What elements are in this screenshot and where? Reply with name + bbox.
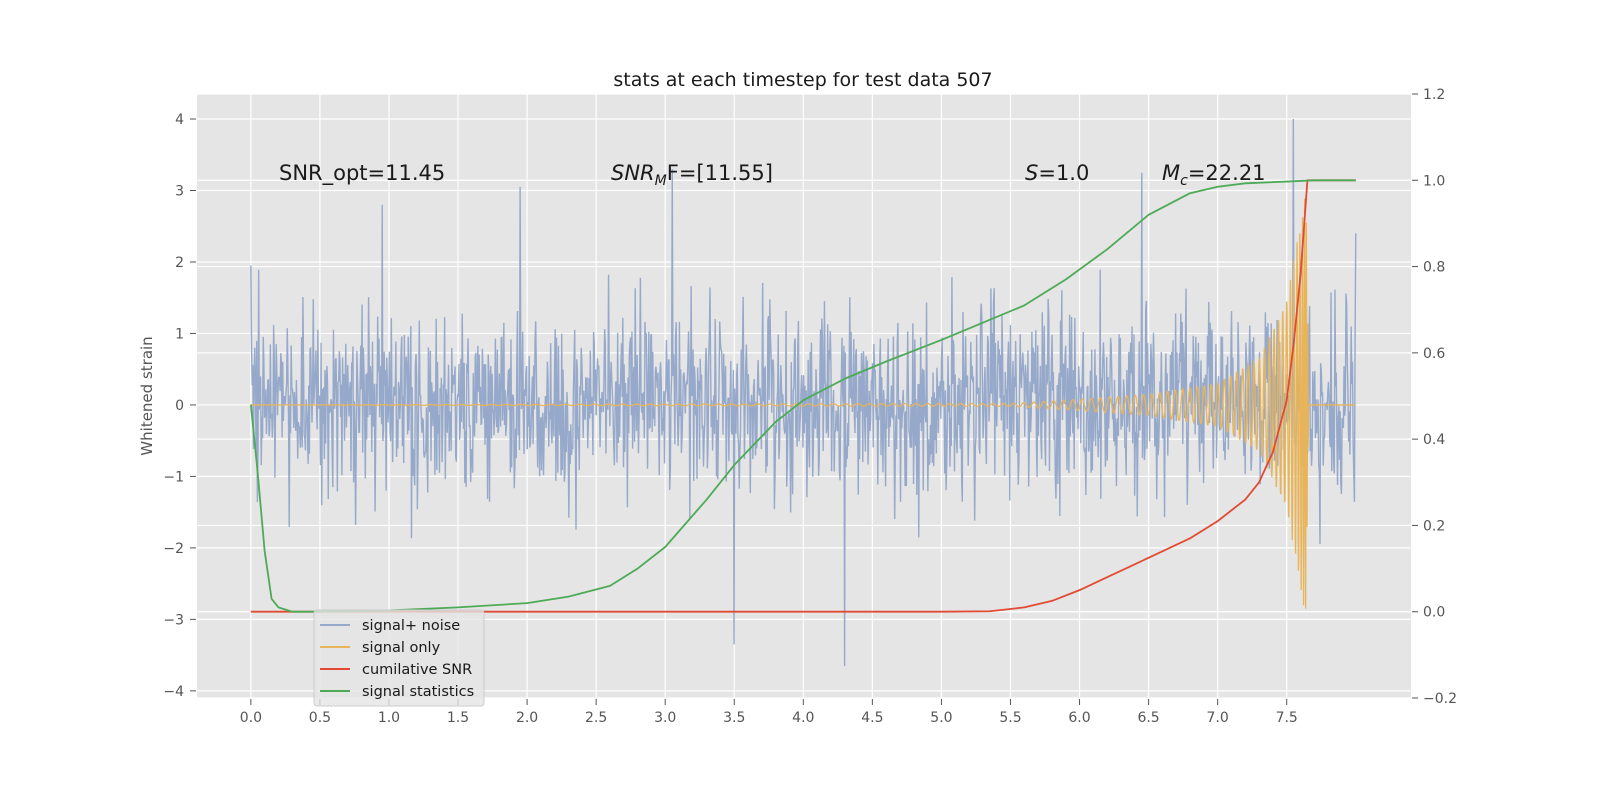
x-tick-label: 6.5 <box>1137 710 1159 726</box>
y2-tick-label: 0.0 <box>1423 605 1445 621</box>
y2-tick-label: −0.2 <box>1423 691 1457 707</box>
x-tick-label: 4.0 <box>792 710 814 726</box>
annotation-s-tail: =1.0 <box>1038 161 1089 185</box>
annotation-snr-opt: SNR_opt=11.45 <box>279 161 445 186</box>
y-axis-left: 4 3 2 1 0 −1 −2 −3 −4 <box>163 112 196 700</box>
series-lines <box>249 179 1356 613</box>
y2-tick-label: 1.0 <box>1423 173 1445 189</box>
series-signal-only <box>250 198 1356 609</box>
x-tick-label: 0.5 <box>309 710 331 726</box>
annotation-snr-mf-main: SNR <box>611 161 655 185</box>
annotation-mc: Mc=22.21 <box>1162 161 1266 189</box>
x-tick-label: 7.0 <box>1207 710 1229 726</box>
y-tick-label: 2 <box>175 255 184 271</box>
y-axis-label: Whitened strain <box>138 336 156 455</box>
x-tick-label: 1.5 <box>447 710 469 726</box>
annotation-mc-sub: c <box>1180 173 1188 189</box>
y-axis-right: 1.2 1.0 0.8 0.6 0.4 0.2 0.0 −0.2 <box>1412 87 1457 707</box>
legend-label: cumilative SNR <box>362 662 472 678</box>
y-tick-label: −3 <box>163 612 184 628</box>
annotation-s-main: S <box>1025 161 1038 185</box>
y-tick-label: −2 <box>163 541 184 557</box>
y2-tick-label: 0.8 <box>1423 260 1445 276</box>
y-tick-label: −1 <box>163 469 184 485</box>
legend-box <box>313 609 485 707</box>
signal-noise-line <box>250 119 1357 666</box>
cumulative-snr-line <box>250 179 1356 613</box>
annotations: SNR_opt=11.45 SNRMF=[11.55] S=1.0 Mc=22.… <box>279 161 1266 189</box>
x-tick-label: 0.0 <box>240 710 262 726</box>
x-tick-label: 6.0 <box>1068 710 1090 726</box>
annotation-mc-tail: =22.21 <box>1188 161 1266 185</box>
y2-tick-label: 0.4 <box>1423 432 1445 448</box>
signal-statistics-line <box>249 179 1356 613</box>
y-tick-label: 3 <box>175 183 184 199</box>
legend-label: signal statistics <box>362 684 474 700</box>
signal-only-line <box>250 198 1356 609</box>
x-tick-label: 3.5 <box>723 710 745 726</box>
y2-tick-label: 1.2 <box>1423 87 1445 103</box>
x-tick-label: 3.0 <box>654 710 676 726</box>
annotation-snr-mf: SNRMF=[11.55] <box>611 161 773 189</box>
annotation-s: S=1.0 <box>1025 161 1089 185</box>
annotation-snr-mf-tail: F=[11.55] <box>667 161 773 185</box>
y-tick-label: 4 <box>175 112 184 128</box>
y2-tick-label: 0.2 <box>1423 518 1445 534</box>
y2-tick-label: 0.6 <box>1423 346 1445 362</box>
legend-label: signal only <box>362 640 441 656</box>
x-tick-label: 5.5 <box>999 710 1021 726</box>
x-tick-label: 5.0 <box>930 710 952 726</box>
x-tick-label: 7.5 <box>1276 710 1298 726</box>
y-tick-label: −4 <box>163 684 184 700</box>
x-axis: 0.0 0.5 1.0 1.5 2.0 2.5 3.0 3.5 4.0 4.5 5.0 5.5 6.0 6… <box>240 699 1298 726</box>
x-tick-label: 1.0 <box>378 710 400 726</box>
x-tick-label: 2.0 <box>516 710 538 726</box>
x-tick-label: 2.5 <box>585 710 607 726</box>
legend: signal+ noise signal only cumilative SNR si… <box>313 609 485 707</box>
series-signal-noise <box>250 119 1357 666</box>
annotation-snr-mf-sub: M <box>655 173 667 189</box>
legend-label: signal+ noise <box>362 618 460 634</box>
y-tick-label: 1 <box>175 326 184 342</box>
x-tick-label: 4.5 <box>861 710 883 726</box>
annotation-mc-main: M <box>1162 161 1180 185</box>
chart-title: stats at each timestep for test data 507 <box>613 69 992 91</box>
y-tick-label: 0 <box>175 398 184 414</box>
